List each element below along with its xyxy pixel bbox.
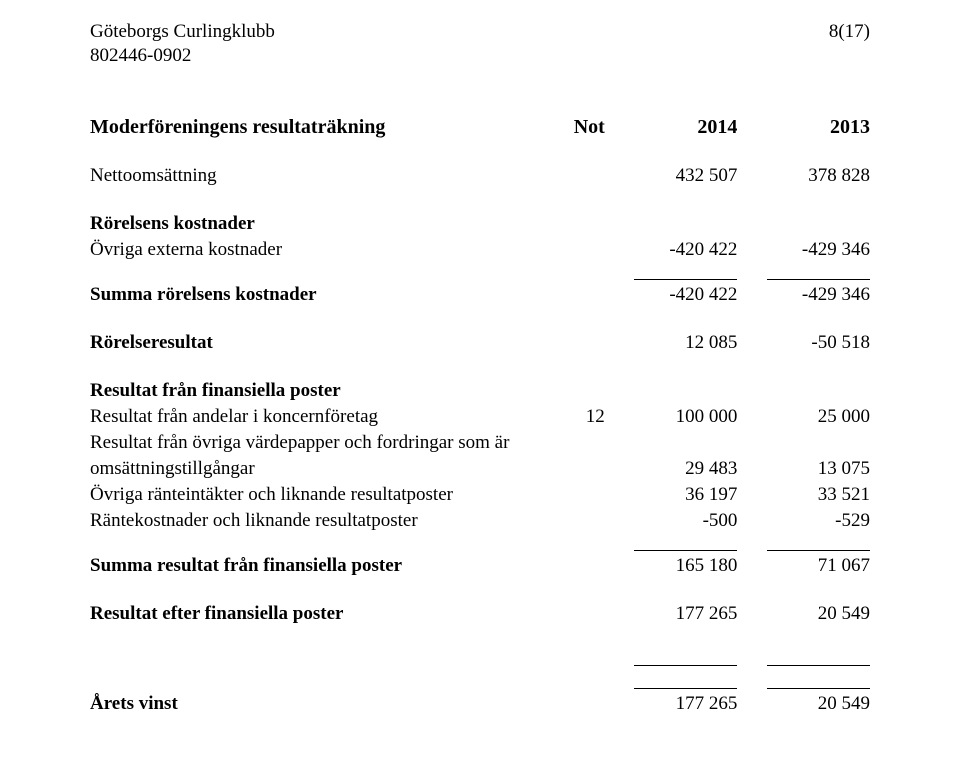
value-y1: 177 265: [605, 686, 738, 717]
label: Resultat från finansiella poster: [90, 378, 542, 404]
value-text: 177 265: [676, 693, 738, 714]
rule-line: [767, 688, 870, 689]
spacer-row: [90, 649, 870, 663]
col-header-year2: 2013: [737, 114, 870, 141]
value-y1: 36 197: [605, 482, 738, 508]
spacer-row: [90, 534, 870, 548]
value-y2: -429 346: [737, 277, 870, 308]
label: Summa rörelsens kostnader: [90, 277, 542, 308]
row-year-profit: Årets vinst 177 265 20 549: [90, 686, 870, 717]
spacer: [90, 68, 870, 114]
spacer-row: [90, 308, 870, 330]
value-y2: -50 518: [737, 330, 870, 356]
org-block: Göteborgs Curlingklubb 802446-0902: [90, 20, 275, 68]
row-int-expense: Räntekostnader och liknande resultatpost…: [90, 508, 870, 534]
rule-line: [767, 665, 870, 666]
rule-line: [634, 279, 737, 280]
row-other-ext-costs: Övriga externa kostnader -420 422 -429 3…: [90, 237, 870, 263]
rule-only-row: [90, 663, 870, 672]
label: Årets vinst: [90, 686, 542, 717]
value-y2: 20 549: [737, 601, 870, 627]
note: [542, 163, 604, 189]
row-other-sec-l2: omsättningstillgångar 29 483 13 075: [90, 456, 870, 482]
row-op-costs-head: Rörelsens kostnader: [90, 211, 870, 237]
rule-line: [634, 550, 737, 551]
row-result-after-fin: Resultat efter finansiella poster 177 26…: [90, 601, 870, 627]
value-y2: -429 346: [737, 237, 870, 263]
value-y1: -420 422: [605, 237, 738, 263]
value-y2: 25 000: [737, 404, 870, 430]
row-sum-op-costs: Summa rörelsens kostnader -420 422 -429 …: [90, 277, 870, 308]
value-text: -420 422: [669, 284, 737, 305]
spacer-row: [90, 579, 870, 601]
value-y1: -500: [605, 508, 738, 534]
value-y2: 378 828: [737, 163, 870, 189]
value-text: 20 549: [818, 693, 870, 714]
org-name: Göteborgs Curlingklubb: [90, 20, 275, 44]
row-sum-fin: Summa resultat från finansiella poster 1…: [90, 548, 870, 579]
label: Resultat efter finansiella poster: [90, 601, 542, 627]
label: Nettoomsättning: [90, 163, 542, 189]
label: Resultat från andelar i koncernföretag: [90, 404, 542, 430]
label: Rörelsens kostnader: [90, 211, 542, 237]
value-y1: 177 265: [605, 601, 738, 627]
label: Räntekostnader och liknande resultatpost…: [90, 508, 542, 534]
row-fin-head: Resultat från finansiella poster: [90, 378, 870, 404]
label: Övriga externa kostnader: [90, 237, 542, 263]
value-y1: 29 483: [605, 456, 738, 482]
row-op-result: Rörelseresultat 12 085 -50 518: [90, 330, 870, 356]
value-y2: 13 075: [737, 456, 870, 482]
spacer-row: [90, 189, 870, 211]
page-header: Göteborgs Curlingklubb 802446-0902 8(17): [90, 20, 870, 68]
rule-line: [767, 279, 870, 280]
org-id: 802446-0902: [90, 44, 275, 68]
rule-line: [767, 550, 870, 551]
value-y2: -529: [737, 508, 870, 534]
value-y2: 71 067: [737, 548, 870, 579]
col-header-note: Not: [542, 114, 604, 141]
spacer-row: [90, 627, 870, 649]
value-y1: 165 180: [605, 548, 738, 579]
page-container: Göteborgs Curlingklubb 802446-0902 8(17)…: [0, 0, 960, 717]
page-number: 8(17): [829, 20, 870, 68]
spacer-row: [90, 356, 870, 378]
row-assoc-result: Resultat från andelar i koncernföretag 1…: [90, 404, 870, 430]
label: Summa resultat från finansiella poster: [90, 548, 542, 579]
statement-title: Moderföreningens resultaträkning: [90, 114, 542, 141]
title-row: Moderföreningens resultaträkning Not 201…: [90, 114, 870, 141]
rule-line: [634, 688, 737, 689]
value-y2: 20 549: [737, 686, 870, 717]
label: omsättningstillgångar: [90, 456, 542, 482]
value-y1: 432 507: [605, 163, 738, 189]
label: Rörelseresultat: [90, 330, 542, 356]
value-y2: 33 521: [737, 482, 870, 508]
value-y1: 100 000: [605, 404, 738, 430]
col-header-year1: 2014: [605, 114, 738, 141]
spacer-row: [90, 672, 870, 686]
label: Övriga ränteintäkter och liknande result…: [90, 482, 542, 508]
spacer-row: [90, 141, 870, 163]
value-y1: 12 085: [605, 330, 738, 356]
label: Resultat från övriga värdepapper och for…: [90, 430, 542, 456]
value-text: 165 180: [676, 555, 738, 576]
value-text: -429 346: [802, 284, 870, 305]
rule-line: [634, 665, 737, 666]
row-other-sec-l1: Resultat från övriga värdepapper och for…: [90, 430, 870, 456]
value-y1: -420 422: [605, 277, 738, 308]
note: 12: [542, 404, 604, 430]
income-statement-table: Moderföreningens resultaträkning Not 201…: [90, 114, 870, 717]
spacer-row: [90, 263, 870, 277]
row-int-income: Övriga ränteintäkter och liknande result…: [90, 482, 870, 508]
value-text: 71 067: [818, 555, 870, 576]
row-net-sales: Nettoomsättning 432 507 378 828: [90, 163, 870, 189]
